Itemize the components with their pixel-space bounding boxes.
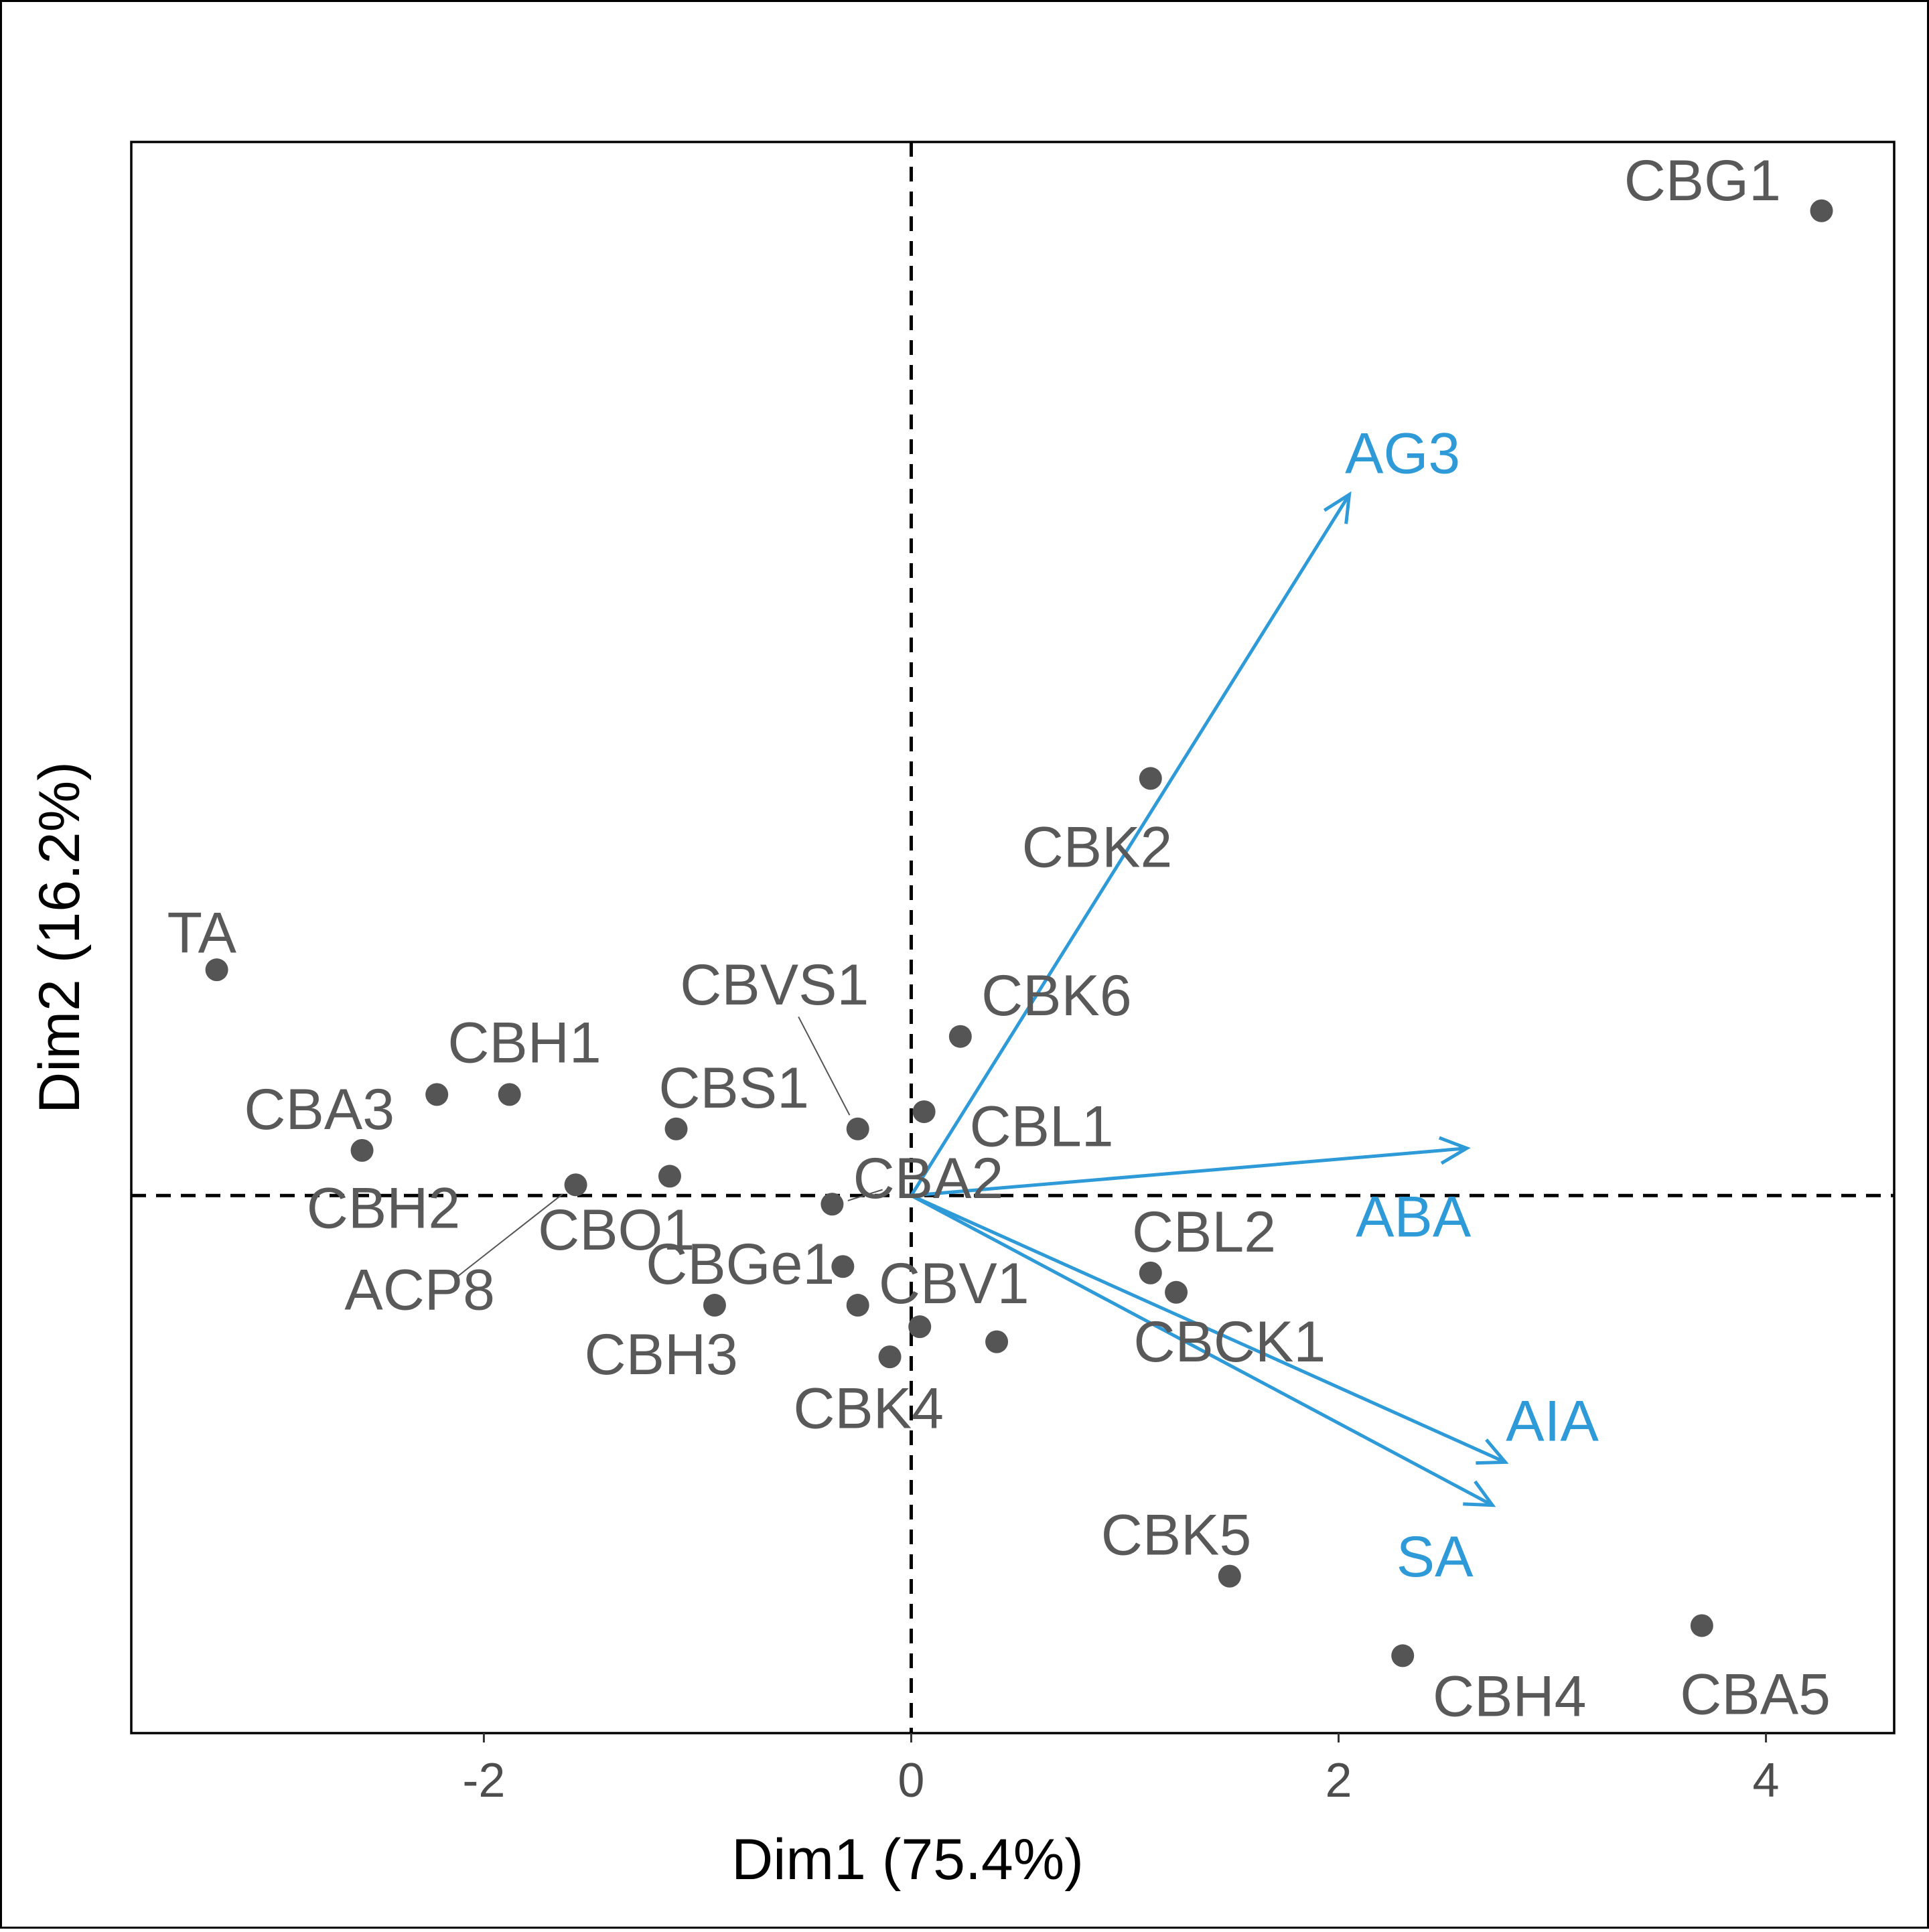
point-label-cbvs1: CBVS1: [680, 953, 869, 1017]
vector-arrowhead-ag3: [1323, 491, 1352, 524]
y-axis-title: Dim2 (16.2%): [27, 761, 92, 1114]
point-label-cbv1: CBV1: [879, 1252, 1029, 1316]
point-label-cbg1: CBG1: [1624, 149, 1781, 213]
data-point-cbh4: [1391, 1644, 1415, 1667]
point-label-cbh3: CBH3: [584, 1323, 737, 1387]
data-point-cbk2: [1139, 767, 1162, 790]
data-point-19: [908, 1315, 932, 1339]
x-tick-label: 0: [898, 1754, 924, 1807]
loading-vector-sa: [910, 1194, 1494, 1507]
point-label-cbh4: CBH4: [1433, 1665, 1586, 1729]
point-label-acp8: ACP8: [344, 1258, 495, 1323]
plot-panel-border: [130, 141, 1896, 1734]
x-tick-label: 2: [1325, 1754, 1352, 1807]
data-point-cbo1: [658, 1165, 681, 1188]
data-point-cba2: [820, 1193, 844, 1216]
data-point-cbvs1: [846, 1117, 869, 1140]
data-point-cbk4: [878, 1345, 902, 1369]
data-point-cbk5: [1218, 1564, 1241, 1588]
data-point-cbs1: [664, 1117, 688, 1140]
vector-arrowhead-sa: [1463, 1480, 1496, 1507]
point-label-cba3: CBA3: [244, 1078, 395, 1142]
vector-label-aia: AIA: [1506, 1390, 1599, 1454]
loading-vector-ag3: [910, 494, 1351, 1197]
loading-vector-aia: [910, 1194, 1506, 1464]
point-label-cbh1: CBH1: [447, 1011, 601, 1075]
data-point-ta: [205, 958, 228, 982]
leader-line-acp8: [457, 1193, 563, 1277]
leader-line-cbvs1: [798, 1016, 851, 1116]
data-point-cbk6: [948, 1025, 972, 1048]
point-label-cbk5: CBK5: [1101, 1503, 1252, 1568]
point-label-cbge1: CBGe1: [646, 1232, 835, 1296]
point-label-cbl1: CBL1: [969, 1095, 1113, 1159]
vector-label-aba: ABA: [1356, 1185, 1472, 1250]
point-label-cbk4: CBK4: [793, 1376, 944, 1440]
vector-label-sa: SA: [1397, 1525, 1474, 1589]
x-tick-label: -2: [462, 1754, 505, 1807]
data-point-cbg1: [1810, 199, 1833, 222]
vector-arrowhead-aba: [1438, 1136, 1471, 1165]
data-point-20: [985, 1330, 1009, 1353]
loading-vector-aba: [911, 1146, 1468, 1197]
point-label-cbh2: CBH2: [307, 1177, 460, 1241]
x-tick-label: 4: [1753, 1754, 1780, 1807]
vector-arrowhead-aia: [1476, 1438, 1509, 1465]
vector-label-ag3: AG3: [1345, 422, 1460, 486]
data-point-cba5: [1690, 1614, 1713, 1637]
data-point-cbl2: [1139, 1261, 1162, 1284]
point-label-cbl2: CBL2: [1132, 1200, 1276, 1264]
data-point-cbh1: [498, 1083, 521, 1106]
data-point-cba3: [425, 1083, 449, 1106]
data-point-cbl1: [912, 1100, 936, 1124]
data-point-cbh3: [703, 1294, 726, 1317]
x-axis-title: Dim1 (75.4%): [731, 1828, 1084, 1892]
point-label-cbs1: CBS1: [658, 1056, 809, 1120]
point-label-cba2: CBA2: [853, 1146, 1004, 1211]
point-label-cbk6: CBK6: [981, 964, 1132, 1028]
point-label-cbo1: CBO1: [538, 1198, 695, 1262]
data-point-cbck1: [1165, 1280, 1188, 1304]
data-point-cbh2: [350, 1138, 374, 1162]
data-point-cbv1: [846, 1294, 869, 1317]
point-label-cba5: CBA5: [1680, 1662, 1831, 1726]
point-label-cbk2: CBK2: [1022, 815, 1173, 879]
point-label-ta: TA: [167, 901, 237, 966]
leader-line-cba2: [847, 1189, 883, 1201]
point-label-cbck1: CBCK1: [1133, 1310, 1326, 1374]
data-point-cbge1: [831, 1255, 855, 1278]
data-point-acp8: [564, 1173, 587, 1197]
